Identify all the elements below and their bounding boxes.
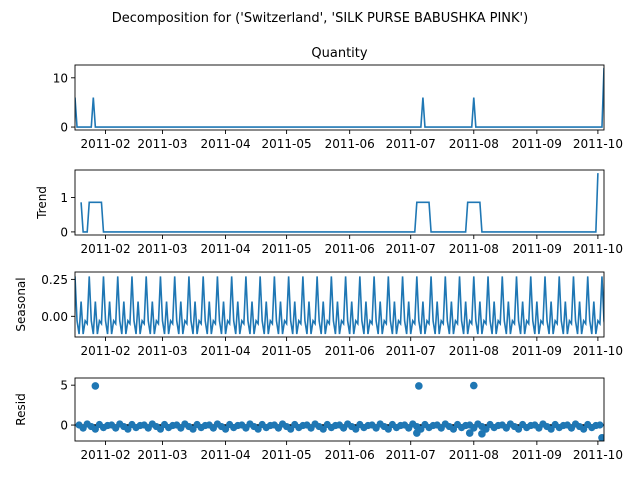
x-tick-label: 2011-06 xyxy=(325,242,375,256)
y-tick-label: 0 xyxy=(60,225,68,239)
axes-frame xyxy=(74,169,605,236)
resid-point xyxy=(287,425,295,433)
x-tick-label: 2011-10 xyxy=(573,137,623,151)
x-tick-label: 2011-08 xyxy=(449,137,499,151)
resid-point xyxy=(465,429,474,437)
x-tick-label: 2011-10 xyxy=(573,344,623,358)
axes-frame xyxy=(74,271,605,338)
x-tick-label: 2011-09 xyxy=(512,448,562,462)
panel-2: 0 1 2011-02 2011-03 2011-04 2011-05 2011-06 201… xyxy=(35,169,623,256)
resid-point xyxy=(189,425,197,433)
plot-area xyxy=(75,381,604,441)
x-tick-label: 2011-02 xyxy=(80,137,130,151)
x-tick-label: 2011-06 xyxy=(325,137,375,151)
resid-point xyxy=(547,425,555,433)
resid-point xyxy=(413,429,421,437)
x-tick-label: 2011-09 xyxy=(512,344,562,358)
y-tick-label: 0.00 xyxy=(41,310,68,324)
x-tick-label: 2011-09 xyxy=(512,137,562,151)
x-tick-label: 2011-06 xyxy=(325,344,375,358)
plot-area xyxy=(80,173,599,233)
x-tick-label: 2011-07 xyxy=(386,242,436,256)
trend-series-line xyxy=(80,173,599,233)
resid-point xyxy=(352,425,360,433)
x-tick-label: 2011-02 xyxy=(80,344,130,358)
x-tick-label: 2011-08 xyxy=(449,344,499,358)
x-tick-label: 2011-07 xyxy=(386,137,436,151)
x-tick-label: 2011-10 xyxy=(573,242,623,256)
x-tick-label: 2011-04 xyxy=(200,137,250,151)
x-tick-label: 2011-08 xyxy=(449,448,499,462)
resid-point xyxy=(124,425,132,433)
resid-point xyxy=(384,425,392,433)
y-axis-label: Resid xyxy=(14,393,28,425)
resid-point xyxy=(580,425,588,433)
x-tick-label: 2011-07 xyxy=(386,448,436,462)
resid-point xyxy=(469,381,478,390)
resid-point xyxy=(91,382,100,390)
y-axis-label: Trend xyxy=(35,186,49,220)
axes-frame xyxy=(74,377,605,442)
x-tick-label: 2011-04 xyxy=(200,448,250,462)
y-tick-label: 0 xyxy=(60,121,68,135)
axes-frame xyxy=(74,64,605,131)
resid-point xyxy=(415,382,423,390)
x-tick-label: 2011-04 xyxy=(200,344,250,358)
x-tick-label: 2011-05 xyxy=(262,344,312,358)
y-tick-label: 0 xyxy=(60,419,68,433)
figure-suptitle: Decomposition for ('Switzerland', 'SILK … xyxy=(112,11,528,26)
panel-title: Quantity xyxy=(311,46,367,61)
quantity-series-line xyxy=(75,67,604,128)
y-tick-label: 5 xyxy=(60,379,68,393)
resid-point xyxy=(598,434,604,441)
x-tick-label: 2011-05 xyxy=(262,448,312,462)
x-tick-label: 2011-05 xyxy=(262,242,312,256)
seasonal-series-line xyxy=(75,276,604,335)
resid-point xyxy=(319,425,327,433)
resid-point xyxy=(221,425,230,433)
x-tick-label: 2011-03 xyxy=(137,448,187,462)
y-axis-label: Seasonal xyxy=(14,277,28,331)
panel-3: 0.00 0.25 2011-02 2011-03 2011-04 2011-05 2011… xyxy=(14,271,623,358)
x-tick-label: 2011-03 xyxy=(137,242,187,256)
resid-point xyxy=(156,425,165,433)
plot-area xyxy=(75,276,604,335)
resid-point xyxy=(449,425,458,433)
x-tick-label: 2011-03 xyxy=(137,137,187,151)
x-tick-label: 2011-10 xyxy=(573,448,623,462)
x-tick-label: 2011-06 xyxy=(325,448,375,462)
y-tick-label: 1 xyxy=(60,191,68,205)
y-tick-label: 10 xyxy=(53,71,68,85)
x-tick-label: 2011-08 xyxy=(449,242,499,256)
resid-point xyxy=(91,425,99,433)
x-tick-label: 2011-03 xyxy=(137,344,187,358)
y-tick-label: 0.25 xyxy=(41,273,68,287)
panel-1: 0 10 2011-02 2011-03 2011-04 2011-05 2011-06 20… xyxy=(53,46,623,151)
resid-point xyxy=(514,425,523,433)
x-tick-label: 2011-09 xyxy=(512,242,562,256)
x-tick-label: 2011-05 xyxy=(262,137,312,151)
panel-4: 0 5 2011-02 2011-03 2011-04 2011-05 2011-06 201… xyxy=(14,377,623,462)
x-tick-label: 2011-02 xyxy=(80,448,130,462)
resid-point xyxy=(596,421,604,429)
x-tick-label: 2011-04 xyxy=(200,242,250,256)
x-tick-label: 2011-02 xyxy=(80,242,130,256)
resid-point xyxy=(254,425,262,433)
resid-point xyxy=(478,430,486,438)
x-tick-label: 2011-07 xyxy=(386,344,436,358)
plot-area xyxy=(75,67,604,128)
